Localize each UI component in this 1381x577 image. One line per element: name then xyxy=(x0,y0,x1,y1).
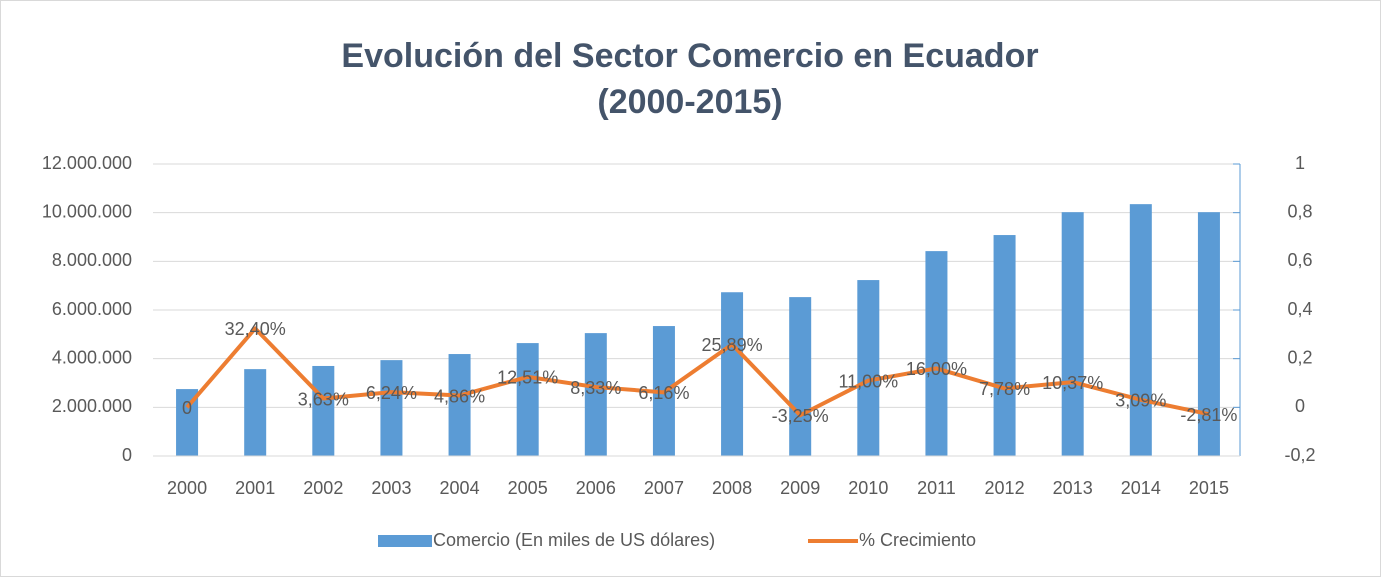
x-tick-label: 2003 xyxy=(371,478,411,498)
data-label: 6,24% xyxy=(366,383,417,403)
y-tick-label: 8.000.000 xyxy=(52,250,132,270)
y-tick-label: 4.000.000 xyxy=(52,347,132,367)
bar xyxy=(1129,204,1152,456)
data-label: 25,89% xyxy=(702,335,763,355)
data-label: 0 xyxy=(182,398,192,418)
x-tick-label: 2014 xyxy=(1121,478,1161,498)
y2-tick-label: 0,6 xyxy=(1287,250,1312,270)
data-label: 11,00% xyxy=(838,371,898,391)
legend-label: % Crecimiento xyxy=(859,530,976,550)
x-tick-label: 2009 xyxy=(780,478,820,498)
x-tick-label: 2012 xyxy=(985,478,1025,498)
y2-tick-label: 1 xyxy=(1295,153,1305,173)
bar xyxy=(244,369,267,456)
x-tick-label: 2008 xyxy=(712,478,752,498)
data-label: 10,37% xyxy=(1042,373,1103,393)
data-label: 3,63% xyxy=(298,389,349,409)
x-tick-label: 2002 xyxy=(303,478,343,498)
y2-tick-label: 0,2 xyxy=(1287,347,1312,367)
bar xyxy=(721,292,744,456)
chart-title: (2000-2015) xyxy=(597,83,782,121)
y-tick-label: 2.000.000 xyxy=(52,396,132,416)
x-tick-label: 2001 xyxy=(235,478,275,498)
x-tick-label: 2010 xyxy=(848,478,888,498)
bar xyxy=(1197,212,1220,456)
x-tick-label: 2005 xyxy=(508,478,548,498)
y2-tick-label: -0,2 xyxy=(1284,445,1315,465)
data-label: -2,81% xyxy=(1180,405,1237,425)
legend-swatch xyxy=(378,535,432,547)
data-label: 8,33% xyxy=(570,378,621,398)
x-tick-label: 2011 xyxy=(917,478,956,498)
bar xyxy=(857,280,880,456)
y-tick-label: 12.000.000 xyxy=(42,153,132,173)
x-tick-label: 2013 xyxy=(1053,478,1093,498)
bar xyxy=(925,251,948,456)
x-tick-label: 2004 xyxy=(440,478,480,498)
y-tick-label: 6.000.000 xyxy=(52,299,132,319)
bar xyxy=(380,360,403,456)
x-tick-label: 2006 xyxy=(576,478,616,498)
bar xyxy=(176,389,199,456)
data-label: 7,78% xyxy=(979,379,1030,399)
x-tick-label: 2015 xyxy=(1189,478,1229,498)
bar xyxy=(789,297,812,456)
data-label: 4,86% xyxy=(434,386,485,406)
y-tick-label: 0 xyxy=(122,445,132,465)
y2-tick-label: 0,4 xyxy=(1287,299,1312,319)
bar xyxy=(312,365,335,456)
data-label: -3,25% xyxy=(772,406,829,426)
y2-tick-label: 0 xyxy=(1295,396,1305,416)
bar xyxy=(448,354,471,456)
data-label: 32,40% xyxy=(225,319,286,339)
bar xyxy=(516,343,539,456)
y2-tick-label: 0,8 xyxy=(1287,201,1312,221)
chart-title: Evolución del Sector Comercio en Ecuador xyxy=(341,37,1038,75)
legend-label: Comercio (En miles de US dólares) xyxy=(433,530,715,550)
data-label: 12,51% xyxy=(497,368,558,388)
data-label: 16,00% xyxy=(906,359,967,379)
line xyxy=(185,326,1210,418)
data-label: 3,09% xyxy=(1115,391,1166,411)
bar xyxy=(584,333,607,456)
bar xyxy=(993,235,1016,456)
x-tick-label: 2007 xyxy=(644,478,684,498)
bar xyxy=(1061,212,1084,456)
y-tick-label: 10.000.000 xyxy=(42,201,132,221)
data-label: 6,16% xyxy=(638,383,689,403)
x-tick-label: 2000 xyxy=(167,478,207,498)
